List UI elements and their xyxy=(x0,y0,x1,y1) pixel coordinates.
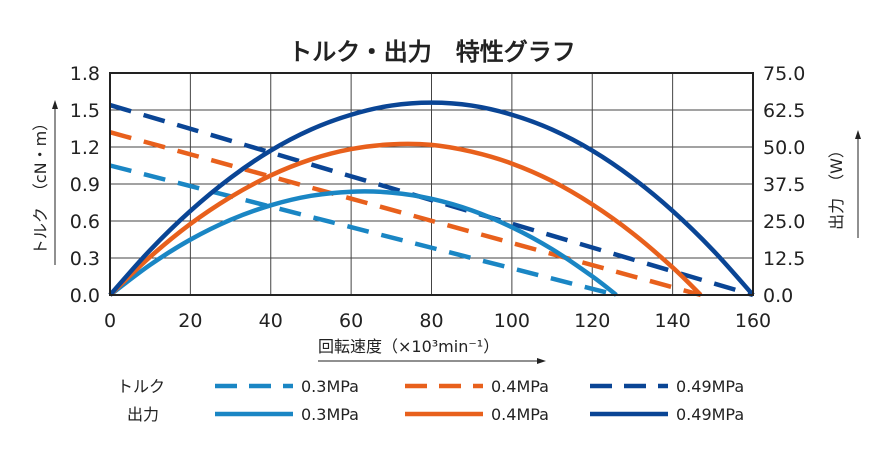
y-right-tick-label: 75.0 xyxy=(763,63,805,85)
y-right-tick-label: 12.5 xyxy=(763,248,805,270)
legend-power-label: 出力 xyxy=(127,405,159,424)
y-right-tick-label: 0.0 xyxy=(763,285,793,307)
y-left-tick-label: 0.3 xyxy=(70,248,100,270)
y-left-tick-label: 1.8 xyxy=(70,63,100,85)
legend-label-power: 0.49MPa xyxy=(676,405,744,424)
y-right-tick-label: 62.5 xyxy=(763,100,805,122)
x-tick-label: 40 xyxy=(259,310,283,332)
y-right-ticks: 0.0 12.5 25.0 37.5 50.0 62.5 75.0 xyxy=(763,63,805,307)
y-left-tick-label: 0.0 xyxy=(70,285,100,307)
legend-torque-label: トルク xyxy=(117,377,165,396)
y-left-tick-label: 0.6 xyxy=(70,211,100,233)
series-torque-04MPa xyxy=(109,130,702,298)
y-left-tick-label: 0.9 xyxy=(70,174,100,196)
y-left-tick-label: 1.2 xyxy=(70,137,100,159)
legend-label-torque: 0.4MPa xyxy=(491,377,549,396)
chart-title: トルク・出力 特性グラフ xyxy=(288,38,576,66)
y-left-tick-label: 1.5 xyxy=(70,100,100,122)
y-right-tick-label: 25.0 xyxy=(763,211,805,233)
legend-label-power: 0.4MPa xyxy=(491,405,549,424)
series-torque-03MPa xyxy=(109,163,617,298)
x-tick-label: 160 xyxy=(735,310,771,332)
x-axis-label: 回転速度（×10³min⁻¹） xyxy=(318,337,499,356)
y-right-label: 出力 （W） xyxy=(827,142,846,230)
x-tick-label: 20 xyxy=(178,310,202,332)
legend-label-torque: 0.3MPa xyxy=(301,377,359,396)
series-group xyxy=(108,100,755,298)
y-left-label: トルク （cN・m） xyxy=(31,115,50,255)
grid xyxy=(109,72,754,296)
x-tick-label: 80 xyxy=(419,310,443,332)
series-power-03MPa xyxy=(108,189,618,297)
legend: トルク 出力 0.3MPa 0.4MPa 0.49MPa 0.3MPa 0.4MPa 0.… xyxy=(117,377,744,424)
x-tick-label: 140 xyxy=(654,310,690,332)
y-right-arrowhead xyxy=(855,130,861,139)
svg-text:トルク （cN・m）: トルク （cN・m） xyxy=(31,115,50,255)
y-left-arrowhead xyxy=(52,100,58,109)
svg-text:出力 （W）: 出力 （W） xyxy=(827,142,846,230)
x-ticks: 0 20 40 60 80 100 120 140 160 xyxy=(104,310,771,332)
x-axis-arrowhead xyxy=(537,358,546,364)
series-power-049MPa xyxy=(108,100,755,297)
series-power-04MPa xyxy=(108,141,703,297)
x-tick-label: 100 xyxy=(494,310,530,332)
x-tick-label: 120 xyxy=(574,310,610,332)
x-tick-label: 60 xyxy=(339,310,363,332)
plot-frame xyxy=(109,72,754,296)
y-right-tick-label: 50.0 xyxy=(763,137,805,159)
y-left-ticks: 0.0 0.3 0.6 0.9 1.2 1.5 1.8 xyxy=(70,63,100,307)
y-right-tick-label: 37.5 xyxy=(763,174,805,196)
legend-label-torque: 0.49MPa xyxy=(676,377,744,396)
x-tick-label: 0 xyxy=(104,310,116,332)
legend-label-power: 0.3MPa xyxy=(301,405,359,424)
